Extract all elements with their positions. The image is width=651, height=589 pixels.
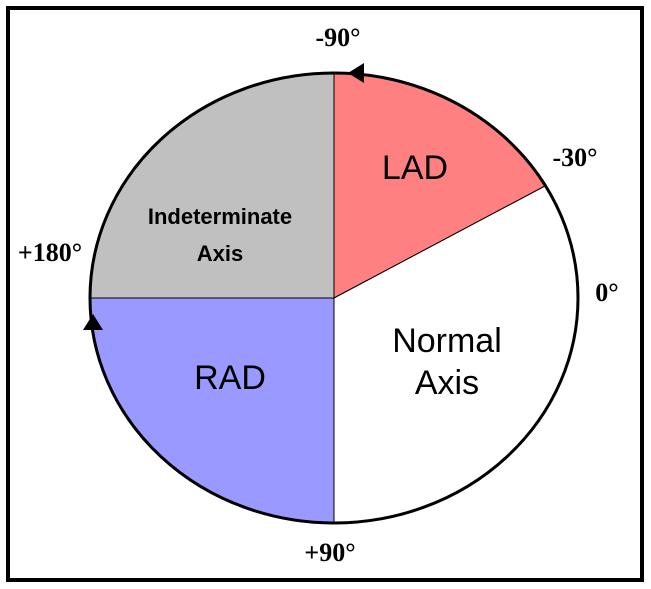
region-label: LAD	[382, 149, 448, 187]
region-label: Indeterminate	[148, 204, 292, 229]
angle-label: +90°	[304, 538, 355, 567]
region-label: Axis	[415, 364, 479, 402]
region-label: Normal	[392, 322, 502, 360]
region-label: Axis	[197, 241, 243, 266]
angle-label: +180°	[18, 238, 82, 267]
angle-label: -90°	[315, 23, 360, 52]
arrowhead	[83, 314, 103, 330]
outline	[88, 71, 580, 525]
region-label: RAD	[194, 359, 266, 397]
angle-label: -30°	[552, 143, 597, 172]
angle-label: 0°	[595, 278, 618, 307]
arrowhead	[348, 63, 364, 83]
